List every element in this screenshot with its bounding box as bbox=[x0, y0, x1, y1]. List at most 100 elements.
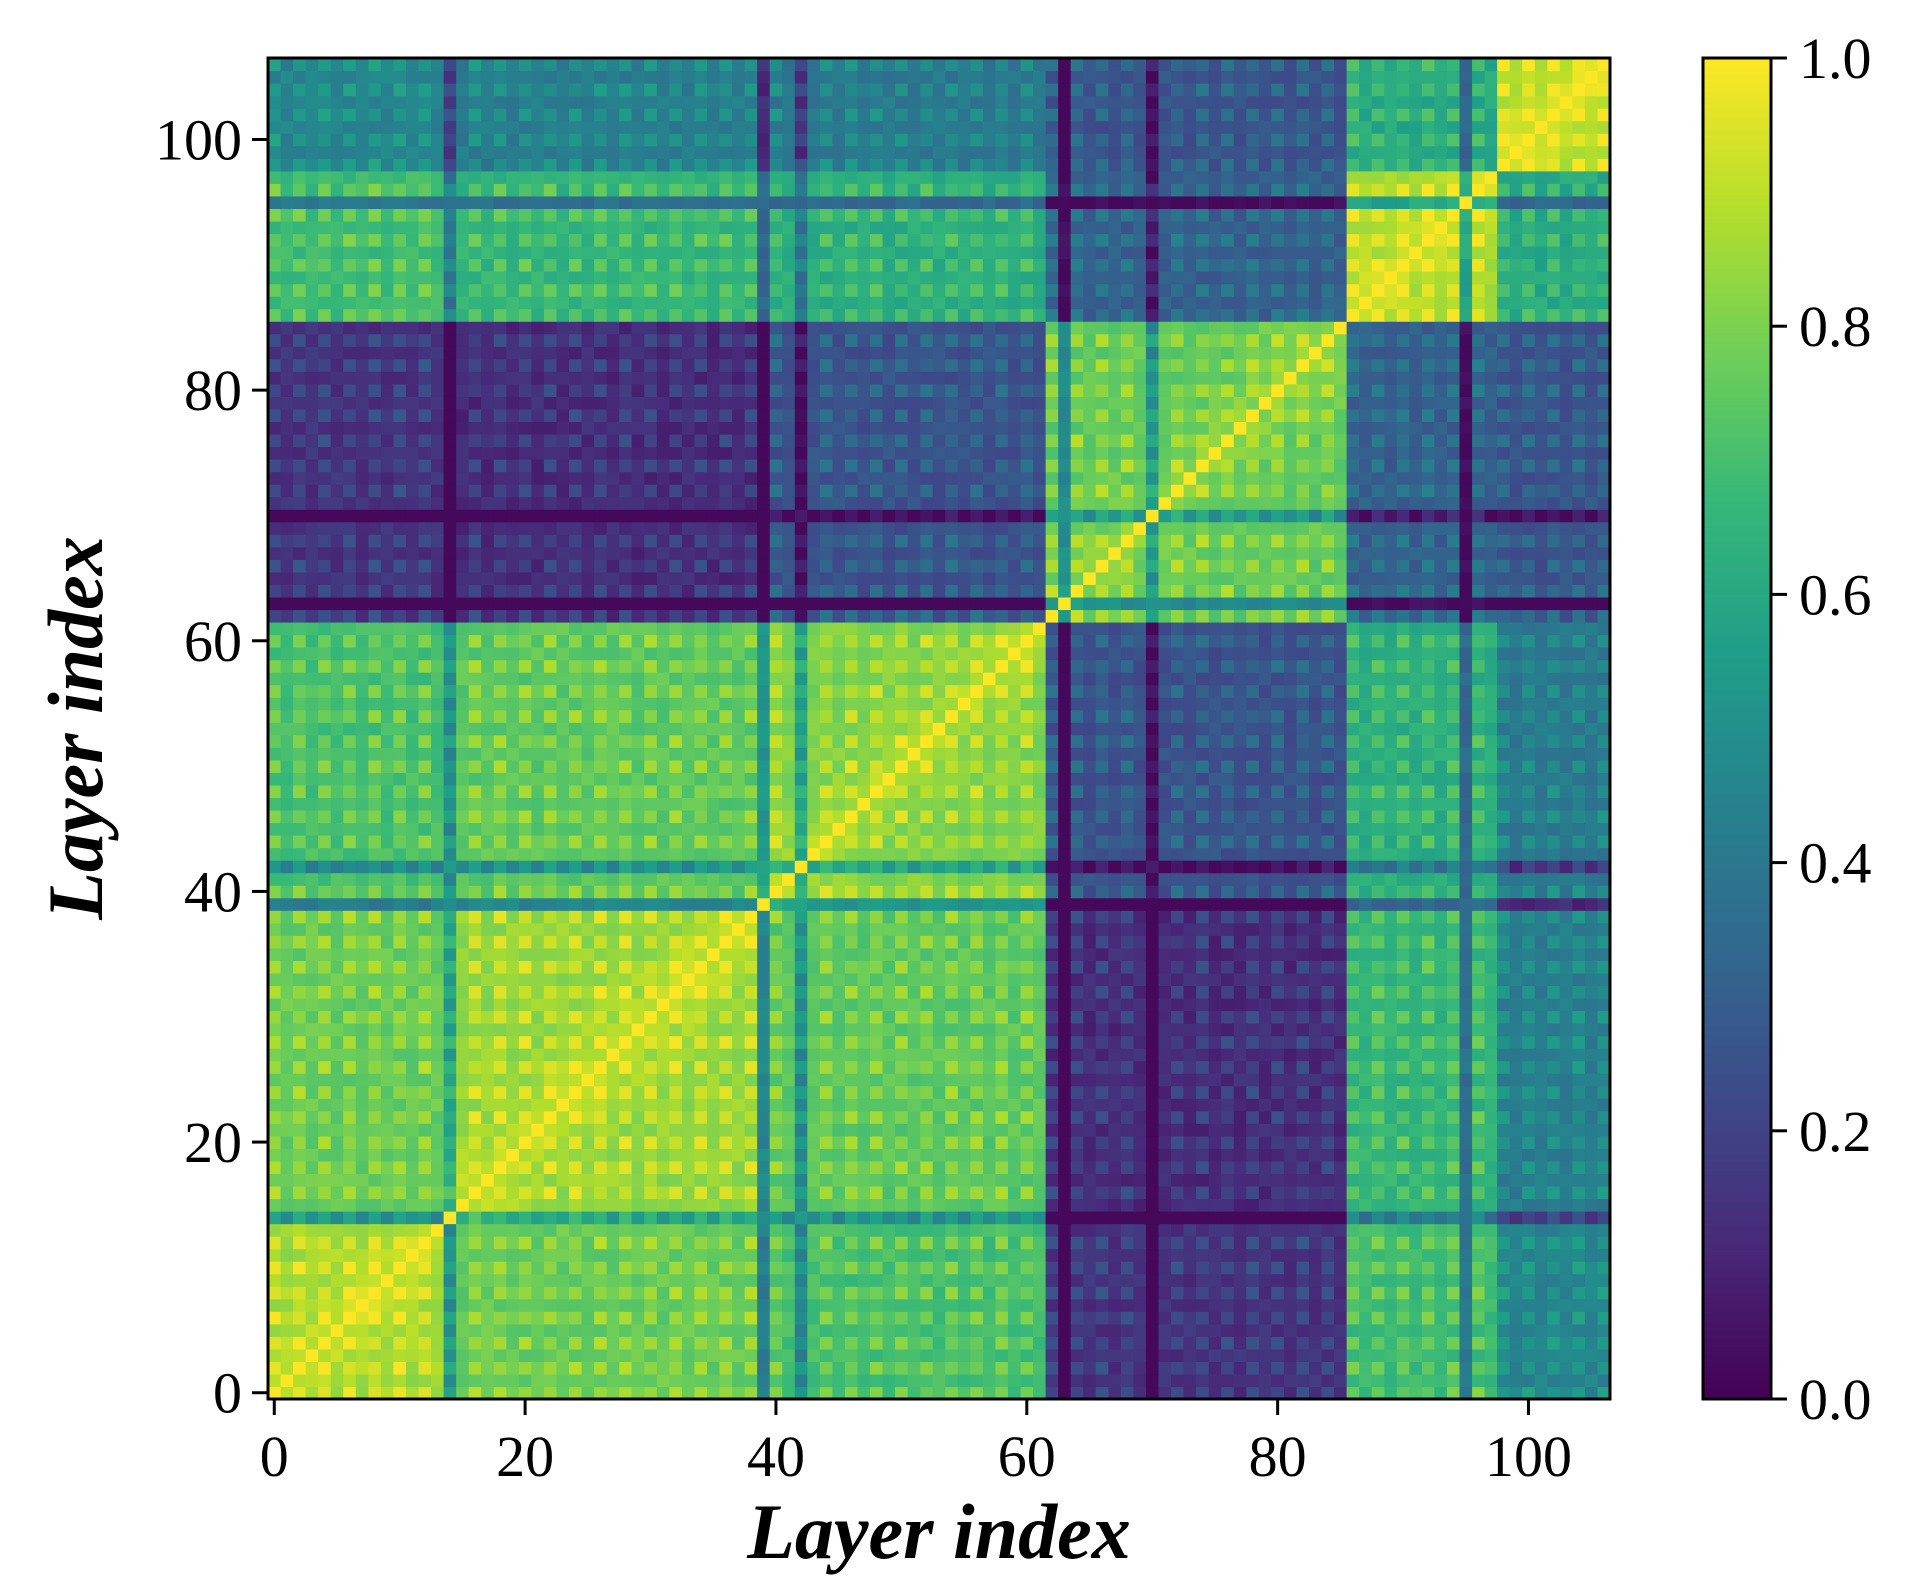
heatmap-cell bbox=[1283, 1211, 1298, 1225]
heatmap-cell bbox=[355, 1361, 369, 1375]
heatmap-cell bbox=[1359, 960, 1373, 974]
heatmap-cell bbox=[1509, 1373, 1523, 1388]
heatmap-cell bbox=[895, 960, 909, 974]
heatmap-cell bbox=[1108, 1060, 1122, 1074]
heatmap-cell bbox=[1547, 1361, 1561, 1375]
heatmap-cell bbox=[1058, 972, 1072, 987]
heatmap-cell bbox=[694, 897, 708, 911]
heatmap-cell bbox=[594, 1185, 608, 1200]
heatmap-cell bbox=[1133, 1273, 1147, 1287]
heatmap-cell bbox=[631, 1311, 645, 1325]
heatmap-cell bbox=[1108, 1098, 1122, 1112]
heatmap-cell bbox=[1459, 1160, 1473, 1175]
heatmap-cell bbox=[330, 1323, 344, 1337]
heatmap-cell bbox=[1308, 885, 1323, 899]
heatmap-cell bbox=[343, 1160, 357, 1175]
heatmap-cell bbox=[368, 1361, 382, 1375]
heatmap-cell bbox=[1346, 972, 1360, 987]
heatmap-cell bbox=[719, 1311, 733, 1325]
heatmap-cell bbox=[1258, 835, 1272, 849]
heatmap-cell bbox=[920, 1123, 934, 1137]
heatmap-cell bbox=[945, 1185, 959, 1200]
heatmap-cell bbox=[794, 1010, 808, 1024]
heatmap-cell bbox=[1509, 1361, 1523, 1375]
heatmap-cell bbox=[744, 1035, 758, 1049]
heatmap-cell bbox=[1133, 822, 1147, 836]
heatmap-cell bbox=[1133, 1173, 1147, 1187]
heatmap-cell bbox=[1359, 1348, 1373, 1362]
heatmap-cell bbox=[895, 1135, 909, 1149]
heatmap-cell bbox=[1434, 985, 1448, 999]
heatmap-cell bbox=[882, 1185, 896, 1200]
heatmap-cell bbox=[1321, 960, 1335, 974]
heatmap-cell bbox=[895, 897, 909, 911]
heatmap-cell bbox=[732, 897, 746, 911]
heatmap-cell bbox=[1171, 935, 1185, 949]
heatmap-cell bbox=[1434, 1373, 1448, 1388]
heatmap-cell bbox=[1233, 835, 1247, 849]
heatmap-cell bbox=[807, 1148, 821, 1162]
heatmap-cell bbox=[481, 835, 495, 849]
heatmap-cell bbox=[1020, 1060, 1034, 1074]
heatmap-cell bbox=[318, 1248, 332, 1262]
heatmap-cell bbox=[1145, 860, 1160, 874]
heatmap-cell bbox=[1409, 1023, 1423, 1037]
heatmap-cell bbox=[744, 1336, 758, 1350]
heatmap-cell bbox=[1384, 1373, 1398, 1388]
heatmap-cell bbox=[1033, 1236, 1047, 1250]
heatmap-cell bbox=[819, 972, 833, 987]
heatmap-cell bbox=[1534, 872, 1548, 886]
heatmap-cell bbox=[907, 935, 921, 949]
heatmap-cell bbox=[844, 1198, 859, 1212]
heatmap-cell bbox=[1221, 1261, 1235, 1275]
heatmap-cell bbox=[531, 1386, 545, 1400]
heatmap-cell bbox=[1296, 885, 1310, 899]
heatmap-cell bbox=[957, 1160, 971, 1175]
heatmap-cell bbox=[1296, 935, 1310, 949]
heatmap-cell bbox=[1196, 1185, 1210, 1200]
heatmap-cell bbox=[907, 860, 921, 874]
heatmap-cell bbox=[844, 960, 859, 974]
heatmap-cell bbox=[957, 1073, 971, 1087]
heatmap-cell bbox=[531, 1185, 545, 1200]
heatmap-cell bbox=[757, 1085, 771, 1099]
heatmap-cell bbox=[1183, 1148, 1197, 1162]
heatmap-cell bbox=[506, 1023, 520, 1037]
heatmap-cell bbox=[1083, 1298, 1097, 1312]
heatmap-cell bbox=[832, 947, 846, 961]
heatmap-cell bbox=[1559, 1311, 1573, 1325]
heatmap-cell bbox=[1208, 1386, 1222, 1400]
heatmap-cell bbox=[1208, 1273, 1222, 1287]
heatmap-cell bbox=[1409, 1035, 1423, 1049]
heatmap-cell bbox=[443, 1223, 457, 1237]
heatmap-cell bbox=[1133, 809, 1147, 824]
heatmap-cell bbox=[1547, 1323, 1561, 1337]
heatmap-cell bbox=[405, 1261, 420, 1275]
heatmap-cell bbox=[293, 1060, 307, 1074]
heatmap-cell bbox=[694, 1323, 708, 1337]
heatmap-cell bbox=[945, 1261, 959, 1275]
heatmap-cell bbox=[280, 1223, 294, 1237]
heatmap-cell bbox=[819, 1123, 833, 1137]
heatmap-cell bbox=[493, 1185, 507, 1200]
heatmap-cell bbox=[1171, 1261, 1185, 1275]
heatmap-cell bbox=[543, 1085, 558, 1099]
heatmap-cell bbox=[1409, 1386, 1423, 1400]
heatmap-cell bbox=[882, 1386, 896, 1400]
heatmap-cell bbox=[468, 1386, 482, 1400]
heatmap-cell bbox=[945, 1135, 959, 1149]
heatmap-cell bbox=[1559, 1060, 1573, 1074]
heatmap-cell bbox=[556, 1110, 570, 1124]
heatmap-cell bbox=[644, 922, 658, 936]
heatmap-cell bbox=[318, 960, 332, 974]
heatmap-cell bbox=[1572, 1198, 1586, 1212]
heatmap-cell bbox=[694, 1048, 708, 1062]
heatmap-cell bbox=[468, 1361, 482, 1375]
heatmap-cell bbox=[1020, 860, 1034, 874]
heatmap-cell bbox=[1559, 1010, 1573, 1024]
heatmap-cell bbox=[807, 1135, 821, 1149]
heatmap-cell bbox=[594, 1311, 608, 1325]
heatmap-cell bbox=[1108, 872, 1122, 886]
heatmap-cell bbox=[1522, 1386, 1536, 1400]
heatmap-cell bbox=[405, 822, 420, 836]
